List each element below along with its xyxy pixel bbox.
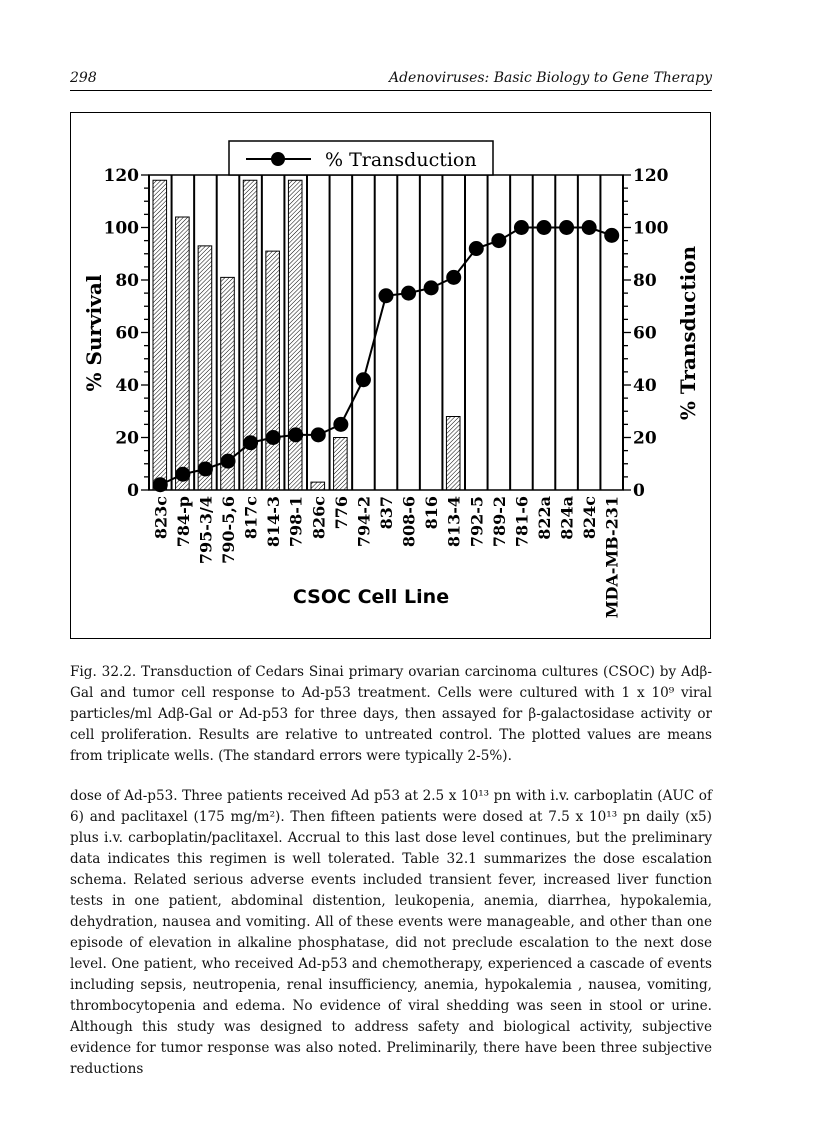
x-axis-title: CSOC Cell Line	[293, 586, 449, 608]
survival-bar	[152, 179, 168, 491]
left-tick-label: 60	[115, 324, 139, 344]
category-label: 824c	[580, 496, 599, 539]
category-label: 824a	[558, 496, 577, 540]
transduction-point	[423, 280, 439, 296]
category-label: 813-4	[445, 496, 464, 547]
category-label: 816	[422, 496, 441, 529]
transduction-point	[446, 269, 462, 285]
survival-bar	[265, 250, 280, 491]
survival-bar	[310, 481, 326, 491]
transduction-point	[401, 285, 417, 301]
left-tick-label: 0	[127, 481, 139, 501]
transduction-point	[265, 430, 281, 445]
category-label: 823c	[151, 496, 170, 539]
transduction-point	[310, 427, 326, 443]
category-label: 792-5	[467, 496, 486, 547]
body-text: dose of Ad-p53. Three patients received …	[70, 786, 712, 1080]
transduction-point	[378, 288, 394, 304]
survival-bar	[175, 216, 190, 491]
y-axis-left-title: % Survival	[82, 274, 106, 391]
transduction-point	[333, 416, 349, 432]
figure-box: 0 0 20 20 40 40 60 60 80 80 100 100 120 120 823c 784-p 7…	[70, 112, 711, 639]
category-label: 808-6	[400, 496, 419, 547]
transduction-point	[197, 461, 213, 477]
survival-bar	[220, 276, 235, 491]
right-tick-label: 40	[633, 376, 657, 396]
page-number: 298	[70, 70, 97, 86]
category-label: 790-5,6	[219, 496, 238, 564]
category-label: 798-1	[287, 496, 306, 547]
transduction-point	[468, 241, 484, 256]
transduction-point	[604, 227, 620, 243]
right-tick-label: 0	[633, 481, 645, 501]
transduction-point	[513, 220, 529, 235]
figure-caption: Fig. 32.2. Transduction of Cedars Sinai …	[70, 662, 712, 767]
body-paragraph: dose of Ad-p53. Three patients received …	[70, 788, 712, 1077]
plot-frame	[148, 174, 624, 491]
right-tick-label: 100	[633, 219, 669, 239]
category-label: 781-6	[512, 496, 531, 547]
caption-text: Fig. 32.2. Transduction of Cedars Sinai …	[70, 664, 712, 764]
legend-label: % Transduction	[325, 149, 477, 171]
transduction-point	[559, 220, 575, 235]
category-label: MDA-MB-231	[603, 496, 622, 618]
running-title: Adenoviruses: Basic Biology to Gene Ther…	[388, 70, 712, 86]
category-label: 837	[377, 496, 396, 529]
category-label: 826c	[309, 496, 328, 539]
transduction-point	[220, 453, 236, 469]
survival-bar	[287, 179, 303, 491]
right-tick-label: 120	[633, 166, 669, 186]
transduction-point	[152, 477, 168, 493]
legend-marker-icon	[271, 152, 285, 166]
survival-bar	[333, 437, 348, 491]
transduction-point	[243, 435, 259, 451]
right-tick-label: 80	[633, 271, 657, 291]
transduction-point	[355, 372, 371, 388]
transduction-point	[536, 220, 552, 235]
survival-bar	[197, 245, 213, 491]
category-label: 814-3	[264, 496, 283, 547]
transduction-point	[491, 233, 507, 249]
survival-bar	[445, 416, 461, 491]
survival-bar	[242, 179, 258, 491]
category-label: 822a	[535, 496, 554, 540]
left-tick-label: 40	[115, 376, 139, 396]
right-tick-label: 20	[633, 429, 657, 449]
left-tick-label: 20	[115, 429, 139, 449]
category-label: 784-p	[174, 496, 193, 547]
category-label: 795-3/4	[196, 496, 215, 564]
left-tick-label: 120	[104, 166, 140, 186]
left-tick-label: 80	[115, 271, 139, 291]
transduction-point	[581, 220, 597, 235]
header-rule	[70, 90, 712, 91]
y-axis-right-title: % Transduction	[676, 245, 700, 420]
category-label: 817c	[242, 496, 261, 539]
category-label: 794-2	[354, 496, 373, 547]
left-tick-label: 100	[104, 219, 140, 239]
category-label: 776	[332, 496, 351, 529]
transduction-point	[175, 466, 191, 482]
right-tick-label: 60	[633, 324, 657, 344]
category-label: 789-2	[490, 496, 509, 547]
transduction-point	[288, 427, 304, 443]
